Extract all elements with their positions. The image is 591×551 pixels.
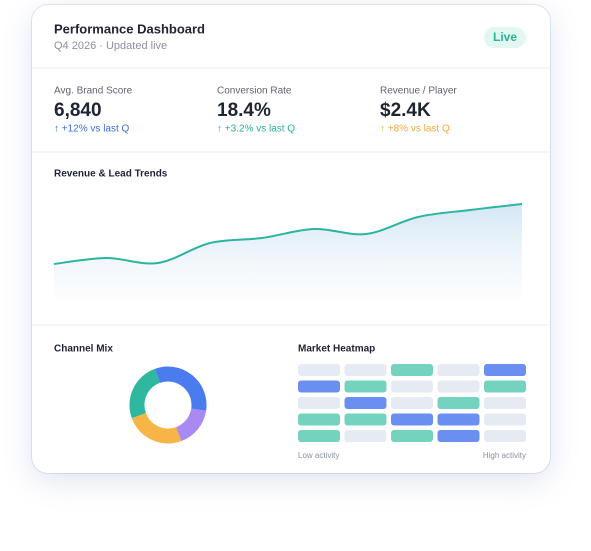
kpi-delta: ↑ +8% vs last Q	[380, 124, 450, 135]
kpi-label: Avg. Brand Score	[54, 86, 133, 97]
legend-high: High activity	[483, 451, 526, 460]
kpi-delta: ↑ +3.2% vs last Q	[217, 124, 295, 135]
trend-line	[53, 203, 523, 265]
heatmap-cell	[391, 364, 433, 376]
kpi-delta: ↑ +12% vs last Q	[54, 124, 130, 135]
heatmap-cell	[484, 380, 526, 393]
title: Performance Dashboard	[54, 21, 205, 36]
donut-segment	[175, 408, 207, 442]
heatmap-cell	[344, 397, 387, 409]
heatmap-cell	[298, 380, 340, 393]
heatmap-cell	[344, 380, 387, 393]
heatmap-cell	[391, 397, 433, 409]
heatmap-cell	[391, 430, 433, 442]
donut-segment	[129, 368, 161, 419]
subtitle: Q4 2026 · Updated live	[54, 40, 167, 52]
kpi-label: Conversion Rate	[217, 86, 292, 97]
section-title: Market Heatmap	[298, 344, 375, 355]
kpi-value: $2.4K	[380, 100, 431, 121]
heatmap-cell	[437, 413, 480, 426]
trend-area	[54, 204, 522, 300]
heatmap-cell	[437, 380, 480, 393]
heatmap-cell	[437, 430, 480, 442]
section-title: Revenue & Lead Trends	[54, 169, 168, 180]
donut-segment	[154, 366, 207, 411]
heatmap-cell	[484, 397, 526, 409]
heatmap-cell	[344, 364, 387, 376]
section-title: Channel Mix	[54, 344, 113, 355]
heatmap-cell	[298, 430, 340, 442]
badge-bg	[484, 27, 526, 48]
heatmap-cell	[437, 364, 480, 376]
legend-low: Low activity	[298, 451, 339, 460]
heatmap-cell	[298, 397, 340, 409]
donut-segment	[131, 412, 182, 444]
heatmap-cell	[484, 430, 526, 442]
heatmap-cell	[298, 413, 340, 426]
heatmap-cell	[484, 413, 526, 426]
kpi-value: 6,840	[54, 100, 102, 121]
kpi-value: 18.4%	[217, 100, 271, 121]
heatmap-cell	[484, 364, 526, 376]
heatmap-cell	[391, 380, 433, 393]
heatmap-cell	[437, 397, 480, 409]
kpi-label: Revenue / Player	[380, 86, 457, 97]
heatmap-cell	[391, 413, 433, 426]
heatmap-cell	[344, 430, 387, 442]
heatmap-cell	[298, 364, 340, 376]
heatmap-cell	[344, 413, 387, 426]
live-badge: Live	[493, 30, 517, 44]
